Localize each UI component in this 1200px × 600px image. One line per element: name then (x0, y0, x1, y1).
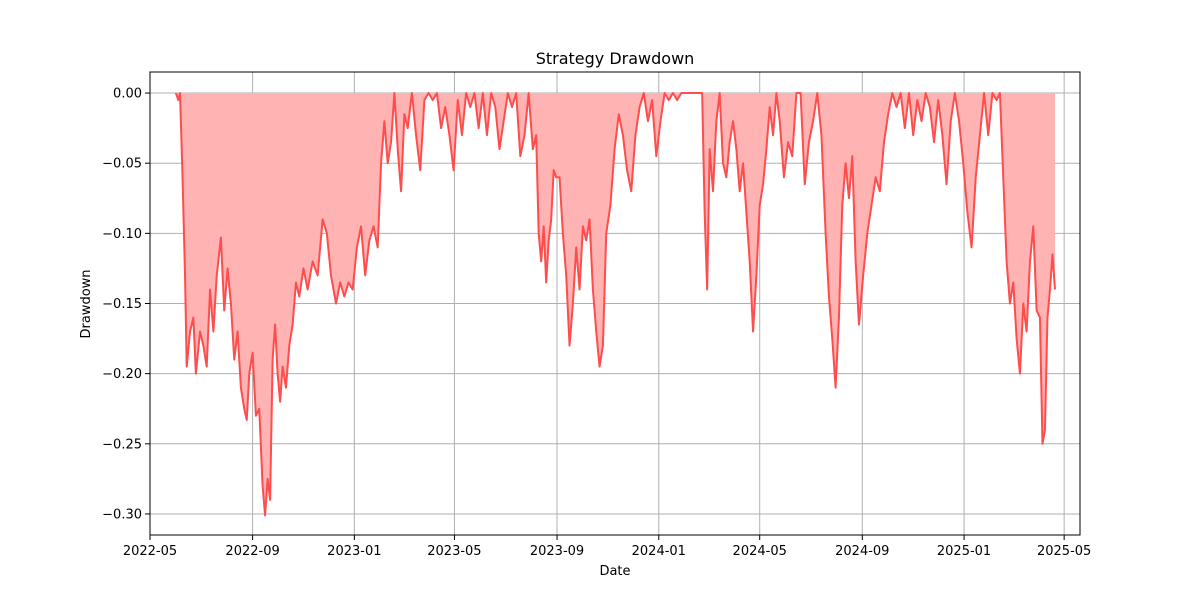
x-tick-label: 2025-05 (1037, 544, 1091, 559)
y-tick-label: −0.15 (102, 297, 142, 312)
y-tick-label: −0.30 (102, 507, 142, 522)
plot-area (174, 92, 1056, 517)
x-tick-label: 2024-05 (733, 544, 787, 559)
x-tick-label: 2023-01 (327, 544, 381, 559)
x-tick-label: 2023-05 (427, 544, 481, 559)
drawdown-area (175, 93, 1055, 516)
x-tick-label: 2022-09 (225, 544, 279, 559)
x-axis: 2022-05 2022-09 2023-01 2023-05 2023-09 2024-… (123, 535, 1091, 559)
y-tick-label: −0.10 (102, 227, 142, 242)
drawdown-line (174, 92, 1056, 517)
y-axis: 0.00 −0.05 −0.10 −0.15 −0.20 −0.25 −0.30 (102, 87, 150, 522)
x-tick-label: 2024-01 (632, 544, 686, 559)
x-tick-label: 2024-09 (835, 544, 889, 559)
y-tick-label: −0.20 (102, 367, 142, 382)
y-tick-label: −0.25 (102, 437, 142, 452)
chart-title: Strategy Drawdown (536, 49, 695, 68)
y-tick-label: −0.05 (102, 157, 142, 172)
y-axis-title: Drawdown (79, 269, 94, 338)
x-tick-label: 2023-09 (530, 544, 584, 559)
y-tick-label: 0.00 (113, 87, 142, 102)
x-axis-title: Date (599, 564, 630, 579)
x-tick-label: 2022-05 (123, 544, 177, 559)
x-tick-label: 2025-01 (937, 544, 991, 559)
